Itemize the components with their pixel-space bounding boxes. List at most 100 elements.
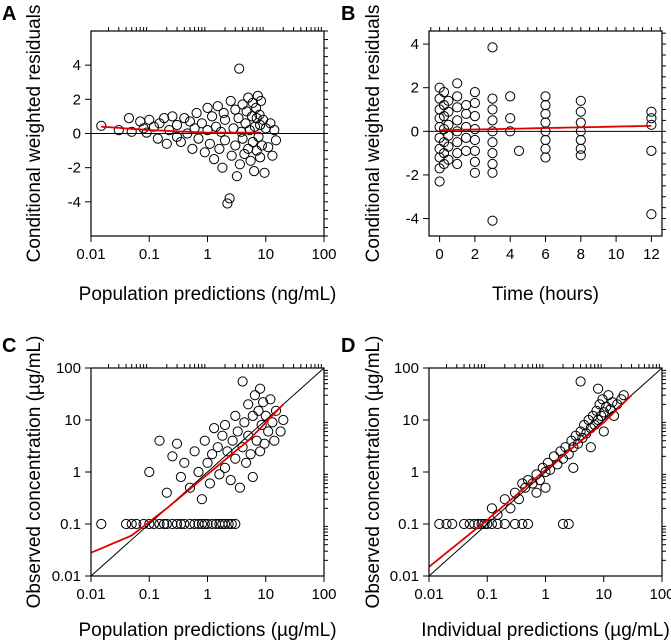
data-point <box>459 518 470 530</box>
data-point <box>269 435 280 446</box>
data-point <box>452 126 463 137</box>
data-point <box>113 125 124 136</box>
data-point <box>167 518 178 530</box>
smooth-trend-line <box>90 403 284 554</box>
data-point <box>161 138 172 149</box>
data-point <box>575 106 586 117</box>
smooth-trend-line <box>428 394 633 568</box>
x-tick-label: 10 <box>257 586 274 603</box>
data-point <box>517 518 528 530</box>
data-point <box>237 133 248 144</box>
data-point <box>646 106 657 117</box>
data-point <box>241 457 252 468</box>
data-point <box>234 63 245 74</box>
data-point <box>251 113 262 124</box>
x-axis-title: Individual predictions (µg/mL) <box>421 620 670 641</box>
data-point <box>182 128 193 139</box>
x-tick-label: 0.1 <box>139 246 160 263</box>
data-point <box>522 518 534 530</box>
data-point <box>267 150 278 161</box>
data-point <box>434 93 445 104</box>
data-point <box>531 487 542 498</box>
data-point <box>575 117 586 128</box>
data-point <box>191 107 202 119</box>
data-point <box>202 457 213 468</box>
data-point <box>540 466 551 478</box>
data-point <box>469 111 480 122</box>
y-tick-label: 0 <box>73 126 81 143</box>
y-tick-label: 0 <box>411 123 419 140</box>
data-point <box>263 142 274 153</box>
data-point <box>568 462 579 473</box>
data-point <box>461 108 472 120</box>
data-point <box>487 104 498 115</box>
x-tick-label: 10 <box>608 246 625 263</box>
data-point <box>249 390 260 401</box>
data-point <box>452 102 463 113</box>
data-point <box>249 121 260 132</box>
data-point <box>189 518 200 530</box>
data-point <box>487 137 498 148</box>
data-point <box>540 134 551 146</box>
data-point <box>141 127 152 138</box>
x-tick-label: 10 <box>595 586 612 603</box>
data-point <box>222 446 233 457</box>
data-point <box>241 106 252 117</box>
data-point <box>505 113 516 124</box>
y-axis-title: Observed concentration (µg/mL) <box>363 336 384 609</box>
data-point <box>148 121 159 132</box>
data-point <box>513 145 525 156</box>
data-point <box>469 134 480 146</box>
x-tick-label: 10 <box>257 246 274 263</box>
data-point <box>144 466 155 478</box>
data-point <box>487 158 498 170</box>
data-point <box>263 426 274 437</box>
data-point <box>209 154 220 165</box>
data-point <box>596 410 607 421</box>
data-point <box>461 132 472 143</box>
data-point <box>207 518 218 530</box>
data-points <box>434 376 629 530</box>
data-point <box>131 518 142 530</box>
x-tick-label: 12 <box>643 246 660 263</box>
data-point <box>256 140 267 151</box>
data-point <box>171 131 183 142</box>
data-point <box>246 111 258 122</box>
panel-letter-b: B <box>341 3 355 25</box>
data-point <box>270 135 282 146</box>
data-point <box>212 442 223 453</box>
panel-b: B 0 2 4 6 8 10 12 -4 -2 0 2 4 Time (hours) Conditional… <box>341 3 666 305</box>
data-point <box>443 141 454 152</box>
data-point <box>443 130 454 141</box>
data-point <box>237 376 248 387</box>
data-point <box>607 397 618 408</box>
data-point <box>230 453 241 464</box>
data-point <box>171 518 183 530</box>
data-point <box>207 449 218 460</box>
x-tick-label: 4 <box>506 246 514 263</box>
data-points <box>434 42 657 226</box>
data-point <box>207 111 218 122</box>
data-point <box>214 143 225 154</box>
data-point <box>434 518 445 530</box>
data-point <box>171 438 183 449</box>
data-point <box>255 152 266 163</box>
data-point <box>540 126 551 137</box>
y-tick-label: 4 <box>411 36 419 53</box>
data-point <box>505 126 516 137</box>
data-point <box>144 518 155 530</box>
data-point <box>499 518 510 530</box>
y-tick-label: 0.01 <box>390 568 419 585</box>
x-tick-label: 1 <box>203 586 211 603</box>
y-axis-title: Observed concentration (µg/mL) <box>24 336 45 609</box>
data-point <box>594 399 605 410</box>
data-point <box>575 134 586 146</box>
data-point <box>217 430 228 441</box>
data-point <box>96 518 107 530</box>
data-point <box>237 442 248 453</box>
data-point <box>239 417 250 428</box>
x-tick-label: 1 <box>203 246 211 263</box>
data-point <box>247 97 258 108</box>
data-point <box>222 198 233 209</box>
data-point <box>244 125 255 136</box>
